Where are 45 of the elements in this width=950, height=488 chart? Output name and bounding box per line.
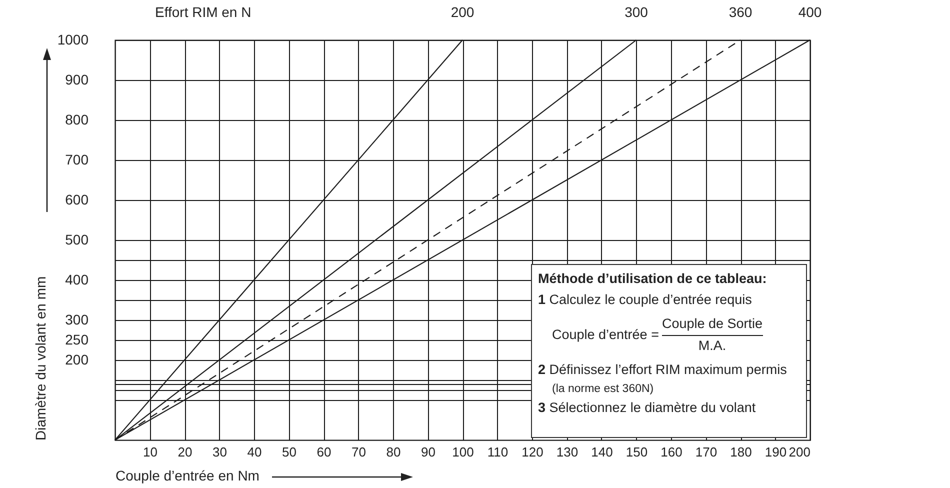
y-tick-label: 300 (65, 312, 89, 328)
y-tick-label: 250 (65, 332, 89, 348)
x-tick-label: 40 (247, 444, 262, 460)
y-tick-label: 1000 (57, 32, 89, 48)
y-tick-label: 800 (65, 112, 89, 128)
series-label: 200 (450, 4, 474, 20)
x-tick-label: 120 (522, 444, 544, 460)
x-tick-label: 190 (764, 444, 787, 460)
x-tick-label: 200 (788, 444, 810, 460)
x-tick-label: 90 (421, 444, 436, 460)
annotation: 2 Définissez l’effort RIM maximum permis (538, 360, 788, 379)
annotation: 3 Sélectionnez le diamètre du volant (538, 399, 757, 418)
x-tick-label: 50 (282, 444, 296, 460)
x-tick-label: 150 (626, 444, 648, 460)
annotation: Méthode d’utilisation de ce tableau: (538, 270, 768, 288)
x-tick-label: 130 (556, 444, 578, 460)
x-tick-label: 70 (352, 444, 366, 460)
x-tick-label: 80 (386, 444, 401, 460)
x-axis-title: Couple d’entrée en Nm (116, 468, 260, 484)
x-tick-label: 110 (487, 444, 508, 460)
x-tick-label: 160 (660, 444, 682, 460)
series-label: 300 (624, 4, 648, 20)
x-tick-label: 170 (695, 444, 718, 460)
annotation: 1 Calculez le couple d’entrée requis (538, 290, 753, 309)
y-tick-label: 400 (65, 272, 89, 288)
y-tick-label: 700 (65, 152, 89, 168)
annotation: Couple de Sortie (662, 314, 763, 336)
y-tick-label: 600 (65, 192, 89, 208)
series-label: 360 (728, 4, 752, 20)
y-tick-label: 200 (65, 352, 89, 368)
y-axis-title: Diamètre du volant en mm (32, 276, 48, 440)
annotation: (la norme est 360N) (551, 382, 655, 397)
x-tick-label: 100 (452, 444, 474, 460)
x-tick-label: 20 (178, 444, 192, 460)
series-label: 400 (798, 4, 822, 20)
x-tick-label: 180 (730, 444, 752, 460)
x-tick-label: 30 (212, 444, 227, 460)
y-tick-label: 500 (65, 232, 89, 248)
annotation: M.A. (698, 336, 726, 355)
x2-axis-title: Effort RIM en N (155, 4, 252, 20)
x-tick-label: 10 (143, 444, 158, 460)
y-tick-label: 900 (65, 72, 89, 88)
x-tick-label: 140 (591, 444, 613, 460)
x-tick-label: 60 (316, 444, 332, 460)
annotation: Couple d’entrée = (552, 326, 659, 344)
